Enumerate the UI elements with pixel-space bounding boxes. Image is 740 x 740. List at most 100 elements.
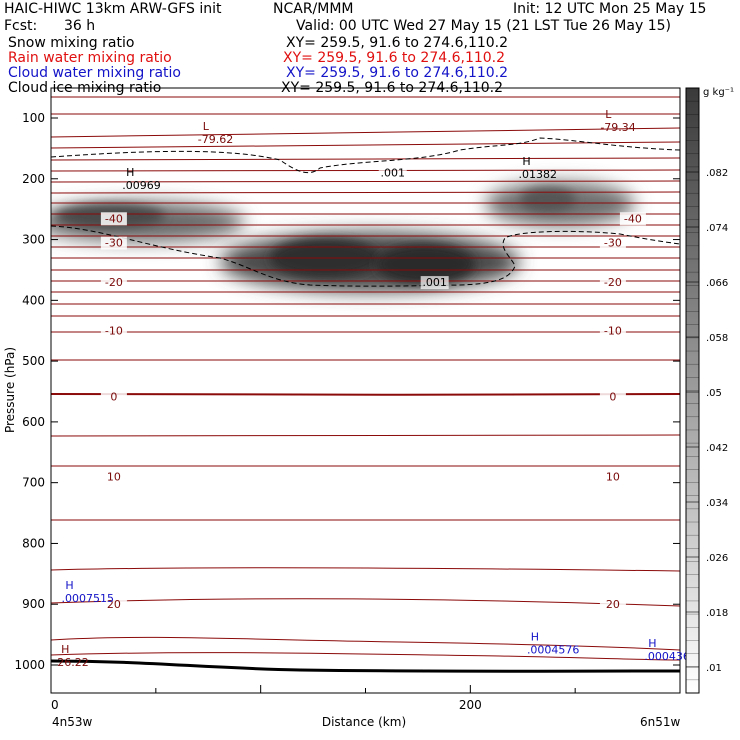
x-axis: 0 200: [50, 685, 681, 712]
contour-label-bg: [599, 236, 626, 250]
colorbar-tick-label: .05: [706, 388, 722, 399]
contour-label-bg: [100, 212, 127, 226]
field-xy-cloud-water: XY= 259.5, 91.6 to 274.6,110.2: [286, 65, 509, 81]
temperature-contour-label: -20: [105, 276, 123, 289]
surface-line: [50, 659, 681, 673]
colorbar-unit: g kg⁻¹: [703, 87, 734, 98]
y-tick-label: 200: [22, 172, 45, 186]
extremum-value: .0004362: [644, 650, 697, 663]
contour-line: [51, 141, 680, 149]
y-tick-label: 800: [22, 536, 45, 550]
extremum-value: 26.22: [57, 656, 89, 669]
y-tick-label: 100: [22, 111, 45, 125]
y-tick-label: 300: [22, 233, 45, 247]
dashed-contour-lower: [51, 225, 680, 287]
extremum-kind: H: [531, 631, 539, 644]
temperature-contour-label: 20: [107, 598, 121, 611]
temperature-contour-label: -30: [105, 237, 123, 250]
contour-label-bg: [100, 236, 127, 250]
dashed-contour-labels: .001 .001: [378, 166, 449, 290]
colorbar-tick-label: .026: [706, 553, 728, 564]
left-endpoint-label: 4n53w: [52, 715, 93, 729]
dashed-mixing-ratio-contours: [51, 137, 680, 287]
temperature-contour-label: 10: [107, 471, 121, 484]
y-tick-label: 400: [22, 293, 45, 307]
extremum-kind: H: [65, 579, 73, 592]
dashed-label-bg: [378, 166, 407, 180]
contour-label-bg: [619, 212, 646, 226]
temperature-contour-label: 0: [609, 390, 616, 403]
extremum-kind: H: [61, 643, 69, 656]
contour-line: [51, 127, 680, 138]
colorbar-tick-label: .066: [706, 278, 728, 289]
colorbar-tick-label: .082: [706, 168, 728, 179]
contour-line: [51, 567, 680, 572]
contour-label-bg: [599, 598, 626, 612]
temperature-contour-label: 20: [606, 598, 620, 611]
right-endpoint-label: 6n51w: [640, 715, 681, 729]
dashed-contour-upper: [51, 137, 680, 174]
extremum-kind: H: [648, 637, 656, 650]
contour-line: [51, 180, 680, 183]
isentrope-contours: [51, 96, 680, 661]
fcst-value: 36 h: [64, 18, 96, 34]
contour-line: [51, 113, 680, 115]
colorbar-tick-label: .074: [706, 223, 728, 234]
dashed-label-bg: [420, 276, 449, 290]
temperature-contour-label: -10: [105, 325, 123, 338]
center-label: NCAR/MMM: [273, 1, 354, 17]
field-xy-snow: XY= 259.5, 91.6 to 274.6,110.2: [286, 35, 509, 51]
temperature-contour-label: -30: [604, 237, 622, 250]
dashed-contour-label: .001: [381, 167, 406, 180]
temperature-contour-label: -40: [624, 212, 642, 225]
extremum-kind: L: [203, 120, 210, 133]
fcst-label: Fcst:: [4, 18, 38, 34]
field-xy-rain: XY= 259.5, 91.6 to 274.6,110.2: [283, 50, 506, 66]
contour-line: [51, 434, 680, 437]
x-axis-label: Distance (km): [322, 715, 406, 729]
dashed-contour-label: .001: [422, 276, 447, 289]
temperature-contour-label: -20: [604, 276, 622, 289]
colorbar-ticks: .082 .074 .066 .058 .05 .042 .034 .026 .018 .01: [686, 87, 728, 680]
field-name-cloud-water: Cloud water mixing ratio: [8, 65, 181, 81]
contour-label-bg: [100, 390, 127, 404]
colorbar-tick-label: .018: [706, 608, 728, 619]
colorbar-tick-label: .058: [706, 333, 728, 344]
y-tick-label: 900: [22, 597, 45, 611]
extremum-kind: L: [605, 108, 612, 121]
y-tick-label: 600: [22, 415, 45, 429]
field-name-rain: Rain water mixing ratio: [8, 50, 172, 66]
temperature-contour-label: -10: [604, 325, 622, 338]
contour-line: [51, 393, 680, 396]
x-tick-label: 200: [459, 698, 482, 712]
y-tick-label: 500: [22, 354, 45, 368]
extrema-markers: L-79.62L-79.34H.00969H.01382H.0007515H.0…: [57, 108, 697, 669]
contour-label-bg: [100, 276, 127, 290]
extremum-value: .00969: [122, 179, 161, 192]
y-tick-label: 1000: [14, 658, 45, 672]
y-tick-label: 700: [22, 476, 45, 490]
temperature-contour-label: 10: [606, 471, 620, 484]
contour-label-bg: [599, 324, 626, 338]
contour-label-bg: [100, 324, 127, 338]
extremum-kind: H: [522, 155, 530, 168]
colorbar-tick-label: .034: [706, 498, 728, 509]
init-time: Init: 12 UTC Mon 25 May 15: [513, 1, 707, 17]
colorbar-tick-label: .042: [706, 443, 728, 454]
contour-line: [51, 636, 680, 651]
extremum-value: -79.34: [600, 121, 635, 134]
contour-label-bg: [100, 598, 127, 612]
contour-line: [51, 157, 680, 161]
extremum-value: -79.62: [198, 133, 233, 146]
field-name-snow: Snow mixing ratio: [8, 35, 135, 51]
extremum-value: .0007515: [61, 592, 114, 605]
extremum-kind: H: [126, 166, 134, 179]
contour-line: [51, 191, 680, 194]
contour-line: [51, 598, 680, 607]
contour-label-bg: [599, 276, 626, 290]
temperature-contour-label: -40: [105, 212, 123, 225]
colorbar: .082 .074 .066 .058 .05 .042 .034 .026 .018 .01 g…: [685, 87, 734, 694]
